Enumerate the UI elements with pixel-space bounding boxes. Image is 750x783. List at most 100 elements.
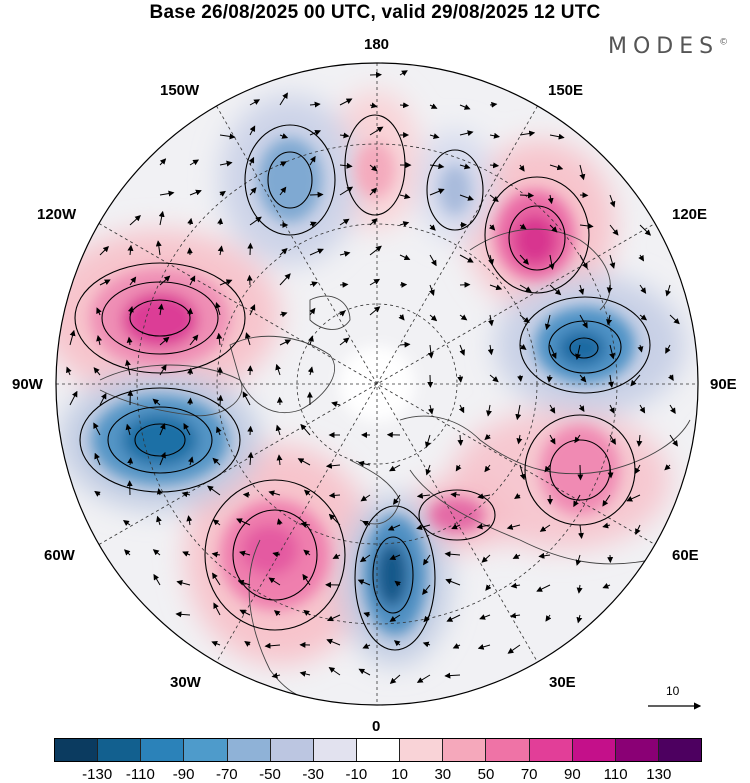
wind-arrow <box>669 314 680 325</box>
colorbar-swatch <box>355 739 400 761</box>
wind-arrow <box>546 374 553 383</box>
wind-arrow <box>126 336 133 346</box>
wind-arrow <box>575 344 581 360</box>
wind-arrow <box>487 344 494 356</box>
wind-arrow <box>609 254 616 269</box>
wind-arrows <box>66 70 680 684</box>
wind-arrow <box>212 519 221 526</box>
wind-arrow <box>459 254 474 263</box>
wind-arrow <box>507 644 521 654</box>
wind-arrow <box>488 224 496 231</box>
wind-arrow <box>668 374 674 381</box>
wind-arrow <box>549 284 562 296</box>
colorbar-swatch <box>442 739 486 761</box>
colorbar-swatch <box>657 739 702 761</box>
wind-arrow <box>279 339 292 346</box>
wind-arrow <box>477 644 491 650</box>
colorbar-swatch <box>55 739 98 761</box>
wind-arrow <box>339 281 349 288</box>
wind-arrow <box>309 281 318 288</box>
wind-arrow <box>544 314 551 331</box>
wind-arrow <box>519 464 526 481</box>
wind-arrow <box>328 513 341 526</box>
brand-mark: © <box>719 37 729 48</box>
wind-arrow <box>399 221 410 227</box>
wind-arrow <box>664 464 671 471</box>
wind-arrow <box>309 248 324 256</box>
wind-arrow <box>186 515 193 526</box>
wind-arrow <box>519 254 529 265</box>
wind-arrow <box>369 218 378 226</box>
wind-arrow <box>665 344 671 354</box>
wind-arrow <box>549 344 557 360</box>
colorbar-tick-label: 30 <box>434 766 452 783</box>
wind-arrow <box>175 611 191 618</box>
wind-arrow <box>189 334 199 346</box>
wind-arrow <box>399 102 410 109</box>
wind-arrow <box>156 515 162 526</box>
lon-label-30w: 30W <box>170 674 201 691</box>
wind-arrow <box>156 488 163 496</box>
wind-arrow <box>459 314 468 321</box>
wind-arrow <box>487 314 494 327</box>
wind-arrow <box>639 314 648 321</box>
wind-arrow <box>279 273 291 286</box>
wind-arrow <box>576 584 583 594</box>
colorbar-tick-label: -50 <box>259 766 281 783</box>
wind-arrow <box>249 216 262 226</box>
wind-arrow <box>489 132 500 139</box>
wind-arrow <box>247 425 254 436</box>
wind-arrow <box>271 672 281 679</box>
wind-arrow <box>279 311 288 318</box>
wind-arrow <box>242 391 251 406</box>
colorbar-tick-label: -70 <box>215 766 238 783</box>
wind-arrow <box>125 423 132 436</box>
wind-arrow <box>213 602 221 616</box>
lon-label-0: 0 <box>372 718 381 735</box>
wind-arrow <box>129 276 137 286</box>
wind-arrow <box>309 221 317 228</box>
wind-arrow <box>387 524 401 531</box>
wind-arrow <box>187 217 194 226</box>
wind-arrow <box>125 359 131 376</box>
colorbar-tick-label: -30 <box>302 766 325 783</box>
wind-arrow <box>516 434 523 445</box>
wind-arrow <box>307 366 314 376</box>
wind-arrow <box>459 344 465 356</box>
wind-arrow <box>544 464 551 473</box>
wind-arrow <box>399 193 411 200</box>
wind-arrow <box>309 101 321 108</box>
wind-arrow <box>159 190 175 197</box>
colorbar-tick-label: 90 <box>564 766 581 783</box>
wind-arrow <box>602 522 611 529</box>
wind-arrow <box>273 610 281 617</box>
wind-arrow <box>237 579 251 586</box>
wind-arrow <box>609 434 616 445</box>
wind-arrow <box>577 464 584 481</box>
wind-arrow <box>357 579 371 586</box>
wind-arrow <box>458 404 465 414</box>
brand-name: MODES <box>608 34 720 59</box>
wind-arrow <box>579 164 586 181</box>
wind-arrow <box>153 573 161 586</box>
wind-arrow <box>459 104 471 110</box>
wind-arrow <box>450 491 461 498</box>
wind-arrow <box>152 398 161 406</box>
wind-arrow <box>639 224 652 236</box>
wind-arrow <box>459 163 471 170</box>
lon-label-180: 180 <box>364 36 390 53</box>
wind-arrow <box>389 674 401 684</box>
lon-label-90e: 90E <box>710 376 737 393</box>
lon-label-150e: 150E <box>548 82 584 99</box>
wind-arrow <box>181 491 191 498</box>
wind-arrow <box>665 284 672 297</box>
wind-arrow <box>214 301 221 316</box>
wind-arrow <box>539 524 551 532</box>
wind-arrow <box>159 422 166 436</box>
wind-arrow <box>519 343 527 351</box>
wind-arrow <box>359 554 371 563</box>
wind-arrow <box>248 156 255 166</box>
wind-arrow <box>369 245 382 256</box>
wind-arrow <box>122 520 131 526</box>
colorbar-tick-label: 10 <box>391 766 408 783</box>
